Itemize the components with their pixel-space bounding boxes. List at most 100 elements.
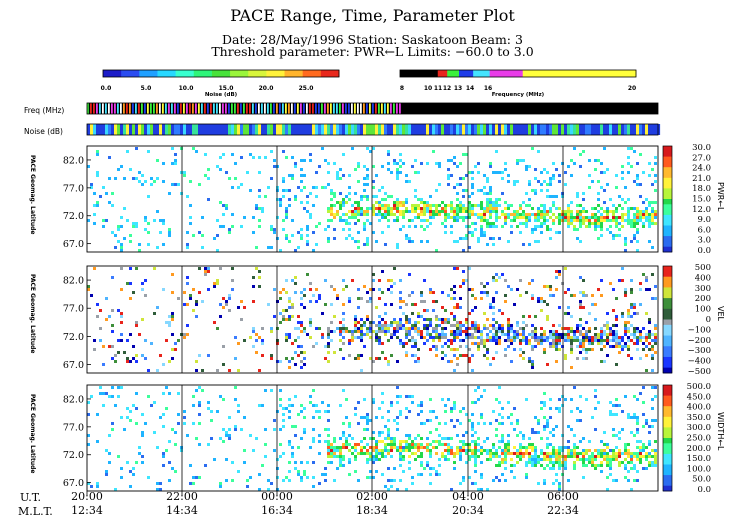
velocity-cell bbox=[195, 369, 198, 372]
ut-tick-label: 22:00 bbox=[166, 490, 198, 503]
width-cell bbox=[564, 398, 567, 401]
width-cell bbox=[411, 452, 414, 455]
power-cell bbox=[330, 192, 333, 195]
power-cell bbox=[285, 213, 288, 216]
velocity-cell bbox=[123, 351, 126, 354]
ut-tick-label: 04:00 bbox=[452, 490, 484, 503]
width-cell bbox=[462, 479, 465, 482]
power-cell bbox=[516, 225, 519, 228]
velocity-cell bbox=[630, 306, 633, 309]
power-cell bbox=[438, 213, 441, 216]
power-cell bbox=[429, 216, 432, 219]
velocity-cell bbox=[504, 294, 507, 297]
width-cell bbox=[369, 455, 372, 458]
velocity-cell bbox=[477, 336, 480, 339]
width-cell bbox=[138, 446, 141, 449]
velocity-cell bbox=[411, 339, 414, 342]
width-cell bbox=[474, 449, 477, 452]
power-cell bbox=[342, 201, 345, 204]
velocity-cell bbox=[630, 357, 633, 360]
velocity-cell bbox=[399, 279, 402, 282]
power-cell bbox=[522, 201, 525, 204]
width-cell bbox=[516, 422, 519, 425]
velocity-cell bbox=[609, 327, 612, 330]
width-cell bbox=[573, 446, 576, 449]
velocity-cell bbox=[654, 336, 657, 339]
width-cell bbox=[111, 428, 114, 431]
velocity-cell bbox=[234, 336, 237, 339]
power-cell bbox=[570, 174, 573, 177]
velocity-cell bbox=[171, 291, 174, 294]
power-cell bbox=[570, 222, 573, 225]
velocity-cell bbox=[507, 330, 510, 333]
power-cell bbox=[276, 216, 279, 219]
width-cell bbox=[120, 386, 123, 389]
velocity-cell bbox=[363, 285, 366, 288]
width-cell bbox=[549, 461, 552, 464]
power-cell bbox=[168, 231, 171, 234]
width-cell bbox=[348, 458, 351, 461]
power-cell bbox=[636, 162, 639, 165]
width-cell bbox=[480, 395, 483, 398]
width-cell bbox=[606, 461, 609, 464]
ut-tick-label: 02:00 bbox=[356, 490, 388, 503]
width-cell bbox=[432, 440, 435, 443]
power-cell bbox=[144, 219, 147, 222]
power-cell bbox=[486, 243, 489, 246]
width-cell bbox=[396, 386, 399, 389]
width-cell bbox=[585, 452, 588, 455]
width-cell bbox=[624, 467, 627, 470]
width-cell bbox=[468, 458, 471, 461]
power-cell bbox=[417, 204, 420, 207]
power-cell bbox=[540, 222, 543, 225]
width-cell bbox=[390, 485, 393, 488]
power-cell bbox=[291, 177, 294, 180]
velocity-cell bbox=[534, 330, 537, 333]
width-cell bbox=[117, 395, 120, 398]
width-cell bbox=[183, 410, 186, 413]
width-cell bbox=[87, 482, 90, 485]
velocity-colorbar-cell bbox=[663, 324, 672, 331]
width-cell bbox=[111, 395, 114, 398]
power-cell bbox=[306, 195, 309, 198]
velocity-cell bbox=[600, 279, 603, 282]
velocity-cell bbox=[162, 288, 165, 291]
power-cell bbox=[576, 228, 579, 231]
width-cell bbox=[603, 431, 606, 434]
velocity-cell bbox=[492, 279, 495, 282]
power-cell bbox=[432, 150, 435, 153]
width-cell bbox=[402, 446, 405, 449]
power-cell bbox=[468, 216, 471, 219]
power-cell bbox=[534, 192, 537, 195]
power-cell bbox=[648, 240, 651, 243]
power-cell bbox=[282, 180, 285, 183]
power-cell bbox=[294, 162, 297, 165]
width-cell bbox=[381, 452, 384, 455]
width-cell bbox=[636, 458, 639, 461]
width-cell bbox=[381, 431, 384, 434]
width-cell bbox=[402, 470, 405, 473]
power-cell bbox=[576, 237, 579, 240]
velocity-cell bbox=[516, 336, 519, 339]
width-cell bbox=[423, 446, 426, 449]
power-cell bbox=[456, 219, 459, 222]
width-cell bbox=[543, 455, 546, 458]
power-cell bbox=[438, 183, 441, 186]
power-cell bbox=[162, 219, 165, 222]
width-cell bbox=[285, 476, 288, 479]
power-cell bbox=[495, 216, 498, 219]
width-cell bbox=[318, 482, 321, 485]
power-colorbar-cell bbox=[663, 193, 672, 200]
velocity-cell bbox=[450, 288, 453, 291]
width-cell bbox=[498, 464, 501, 467]
power-cell bbox=[627, 216, 630, 219]
width-cell bbox=[537, 419, 540, 422]
width-cell bbox=[513, 446, 516, 449]
width-cell bbox=[552, 461, 555, 464]
power-cell bbox=[396, 204, 399, 207]
power-cell bbox=[399, 210, 402, 213]
power-cell bbox=[612, 234, 615, 237]
velocity-cell bbox=[477, 345, 480, 348]
velocity-cell bbox=[405, 351, 408, 354]
power-cell bbox=[576, 210, 579, 213]
